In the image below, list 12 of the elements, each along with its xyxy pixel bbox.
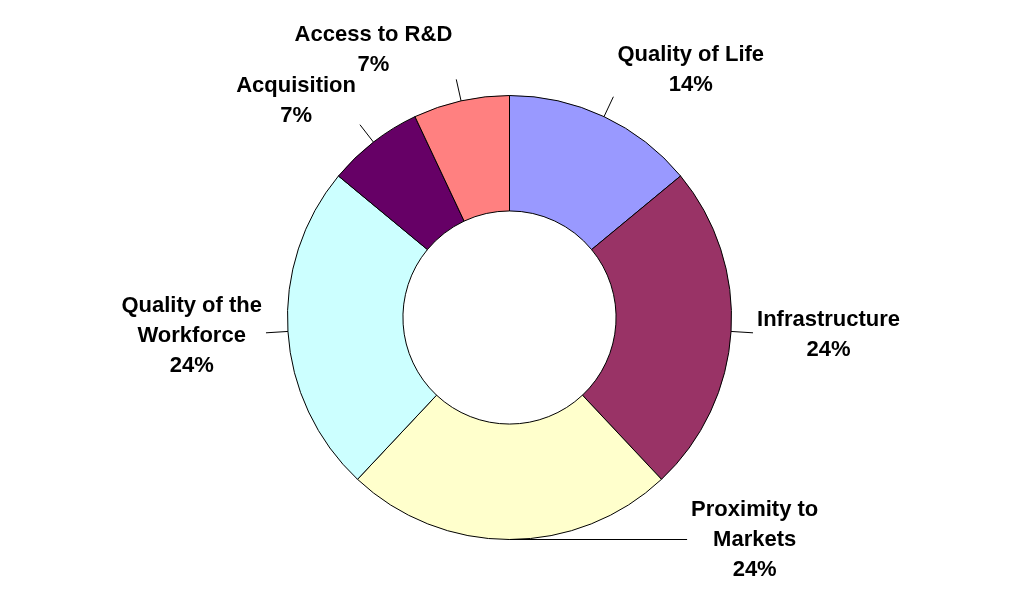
slice-label: Infrastructure <box>757 305 901 331</box>
data-label: 24% <box>169 351 214 377</box>
data-label: 7% <box>280 102 312 128</box>
slice-label: Quality of Life <box>617 40 765 66</box>
data-label: 14% <box>668 70 713 96</box>
data-label: 24% <box>732 555 777 581</box>
slice-label: Proximity to Markets <box>691 495 819 551</box>
slice-label: Access to R&D <box>294 21 453 47</box>
data-label: 7% <box>357 51 390 77</box>
slice-label: Quality of the Workforce <box>121 291 262 347</box>
slice-label: Acquisition <box>236 72 356 98</box>
data-label: 24% <box>806 335 851 361</box>
